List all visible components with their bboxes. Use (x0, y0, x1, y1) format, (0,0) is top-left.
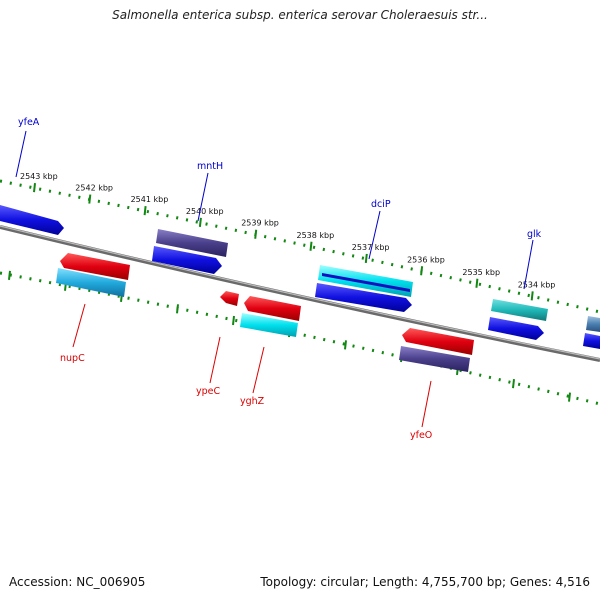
genome-backbone (0, 225, 600, 362)
leader-glk (523, 239, 534, 290)
gene-yfeO[interactable] (399, 346, 470, 372)
ruler-label: 2542 kbp (75, 184, 113, 193)
ruler-minor-tick (512, 379, 515, 389)
gene-dciP-line (322, 273, 410, 292)
gene-ypeC[interactable] (220, 291, 239, 306)
label-mntH[interactable]: mntH (197, 161, 223, 172)
ruler-minor-tick (344, 340, 347, 350)
label-yfeO[interactable]: yfeO (410, 430, 432, 441)
gene-dciP[interactable] (315, 283, 412, 312)
label-yghZ[interactable]: yghZ (240, 396, 265, 407)
gene-yghZ-upper[interactable] (244, 296, 301, 321)
genome-backbone-highlight (0, 225, 600, 360)
ruler-major-tick (530, 291, 534, 301)
leader-yfeO (421, 380, 432, 428)
ruler-minor-tick (232, 315, 235, 326)
gene-nupC[interactable] (56, 268, 126, 297)
ruler-label: 2534 kbp (518, 280, 556, 289)
ruler-major-tick (198, 217, 202, 227)
leader-nupC (72, 303, 86, 348)
ruler-major-tick (475, 278, 479, 288)
gene-yghZ[interactable] (240, 313, 298, 337)
label-dciP[interactable]: dciP (371, 199, 391, 210)
ruler-label: 2543 kbp (20, 172, 58, 181)
ruler-label: 2541 kbp (131, 195, 169, 204)
ruler-label: 2540 kbp (186, 207, 224, 216)
ruler-label: 2539 kbp (241, 219, 279, 228)
ruler-major-tick (88, 194, 92, 204)
ruler-major-tick (254, 229, 258, 239)
leader-ypeC (209, 336, 221, 384)
ruler-minor-tick (8, 270, 11, 281)
label-ypeC[interactable]: ypeC (196, 386, 220, 397)
label-nupC[interactable]: nupC (60, 353, 85, 364)
ruler-labels: 2543 kbp 2542 kbp 2541 kbp 2540 kbp 2539 kbp… (20, 172, 555, 289)
gene-edge[interactable] (583, 333, 600, 349)
ruler-label: 2538 kbp (297, 231, 335, 240)
gene-mntH-upper[interactable] (156, 229, 228, 257)
ruler-major-tick (33, 183, 36, 193)
gene-nupC-upper[interactable] (60, 253, 130, 280)
gene-glk-upper[interactable] (491, 299, 548, 321)
leader-mntH (197, 172, 209, 222)
ruler-major-tick (309, 241, 313, 251)
ruler-label: 2535 kbp (462, 268, 500, 277)
gene-mntH[interactable] (152, 246, 222, 274)
leader-dciP (368, 210, 381, 260)
label-yfeA[interactable]: yfeA (18, 117, 40, 128)
ruler-major-tick (364, 253, 368, 264)
ruler-major-tick (420, 266, 424, 276)
ruler-inner-dots (0, 271, 600, 406)
label-glk[interactable]: glk (527, 229, 542, 240)
genome-title: Salmonella enterica subsp. enterica sero… (112, 8, 488, 22)
genome-summary: Topology: circular; Length: 4,755,700 bp… (260, 575, 590, 589)
ruler-major-tick (143, 206, 147, 216)
accession-label: Accession: NC_006905 (9, 575, 146, 589)
gene-glk[interactable] (488, 317, 544, 340)
ruler-label: 2537 kbp (352, 243, 390, 252)
ruler-label: 2536 kbp (407, 255, 445, 264)
gene-yfeO-upper[interactable] (402, 328, 474, 355)
leader-yghZ (252, 346, 265, 394)
leader-yfeA (15, 130, 27, 178)
gene-yfeA[interactable] (0, 205, 64, 235)
ruler-minor-tick (176, 304, 179, 314)
ruler-minor-tick (568, 392, 571, 402)
gene-edge-upper[interactable] (586, 316, 600, 332)
